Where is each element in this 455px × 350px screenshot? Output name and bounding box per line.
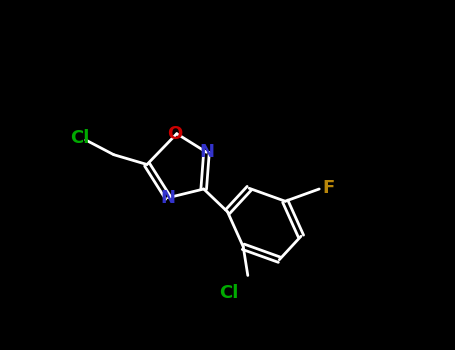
Text: O: O [167,125,182,143]
Text: F: F [323,179,335,197]
Text: Cl: Cl [70,129,89,147]
Text: Cl: Cl [220,284,239,302]
Text: N: N [199,143,214,161]
Text: N: N [161,189,176,207]
